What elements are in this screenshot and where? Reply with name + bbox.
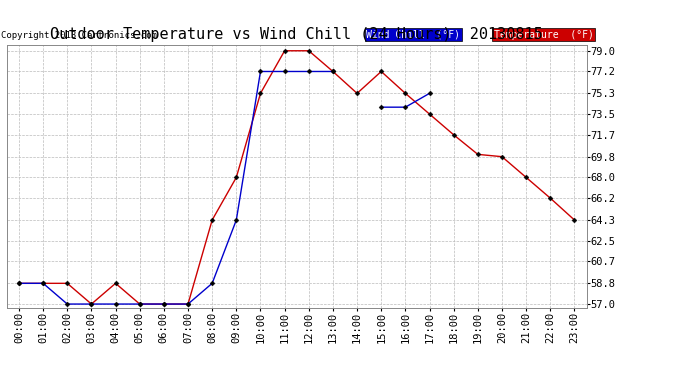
Text: Wind Chill  (°F): Wind Chill (°F) [366,30,460,40]
Title: Outdoor Temperature vs Wind Chill (24 Hours)  20130815: Outdoor Temperature vs Wind Chill (24 Ho… [50,27,543,42]
Text: Temperature  (°F): Temperature (°F) [494,30,593,40]
Text: Copyright 2013 Cartronics.com: Copyright 2013 Cartronics.com [1,31,157,40]
